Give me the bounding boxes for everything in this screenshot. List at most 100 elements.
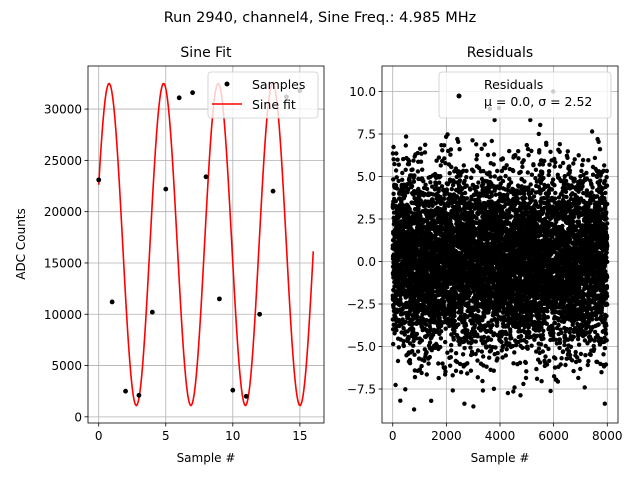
residual-point	[452, 318, 457, 324]
residual-point	[422, 150, 428, 155]
residual-point	[407, 311, 412, 317]
residual-point	[411, 179, 417, 184]
residual-point	[517, 360, 523, 365]
sine-fit-ytick-label: 20000	[44, 205, 82, 219]
residual-point	[423, 322, 429, 327]
residual-point	[522, 179, 527, 184]
sample-point	[136, 392, 142, 398]
residual-point	[468, 187, 473, 192]
residual-point	[406, 336, 411, 341]
residual-point	[406, 187, 411, 192]
residual-point	[410, 348, 415, 354]
sine-fit-ytick-label: 10000	[44, 308, 82, 322]
residual-point	[411, 158, 416, 163]
residual-point	[449, 342, 454, 348]
residual-point	[465, 361, 470, 366]
residual-point	[515, 196, 520, 201]
residual-point	[504, 163, 509, 168]
residual-point	[418, 159, 424, 164]
residual-point	[471, 169, 476, 174]
residual-point	[424, 350, 429, 355]
sine-fit-xtick-label: 0	[95, 429, 103, 443]
residual-point	[401, 156, 406, 162]
residual-point	[468, 345, 473, 350]
residual-point	[462, 190, 468, 196]
sine-fit-axes: Sine Fit Sample # ADC Counts 0 5 10 1505000…	[14, 45, 325, 465]
residual-point	[415, 169, 421, 174]
residual-point	[488, 337, 494, 342]
residual-point	[423, 182, 428, 187]
residual-point	[448, 147, 454, 152]
residual-point	[479, 349, 484, 354]
residual-point	[449, 164, 454, 170]
residual-point	[518, 393, 523, 398]
residual-point	[401, 343, 406, 349]
residual-point	[414, 331, 420, 337]
residual-point	[438, 344, 443, 350]
sample-point	[270, 188, 276, 194]
sine-fit-xtick-label: 5	[162, 429, 170, 443]
residual-point	[407, 341, 413, 346]
sample-point	[176, 95, 182, 101]
residual-point	[394, 175, 399, 180]
residual-point	[457, 178, 463, 183]
residual-point	[463, 323, 469, 328]
residual-point	[482, 142, 487, 147]
residual-point	[392, 161, 397, 167]
residual-point	[396, 178, 401, 184]
residual-point	[428, 180, 433, 185]
residual-point	[424, 333, 430, 338]
residual-point	[391, 341, 396, 347]
residual-point	[481, 354, 486, 359]
residual-point	[440, 148, 445, 153]
residual-point	[428, 326, 433, 332]
residual-point	[406, 159, 412, 164]
residual-point	[469, 311, 475, 317]
residual-point	[516, 149, 521, 154]
sine-fit-ytick-label: 30000	[44, 103, 82, 117]
residual-point	[415, 150, 420, 156]
residual-point	[464, 168, 469, 174]
residual-point	[475, 358, 480, 363]
residual-point	[511, 389, 516, 394]
residual-point	[443, 339, 448, 345]
residual-point	[407, 206, 412, 212]
residual-point	[445, 350, 450, 355]
residual-point	[457, 147, 462, 152]
residual-point	[505, 192, 510, 197]
residual-point	[450, 373, 455, 378]
residual-point	[474, 153, 480, 158]
residual-point	[420, 167, 425, 172]
residual-point	[475, 334, 480, 339]
residual-point	[396, 162, 401, 167]
residual-point	[403, 387, 408, 392]
residual-point	[442, 206, 448, 211]
sine-fit-ytick-label: 25000	[44, 154, 82, 168]
residual-point	[487, 355, 492, 360]
residual-point	[491, 162, 496, 167]
residual-point	[474, 157, 479, 162]
residual-point	[415, 349, 421, 354]
residual-point	[416, 206, 421, 211]
residual-point	[495, 356, 500, 361]
residual-point	[449, 348, 454, 353]
residual-point	[479, 146, 484, 151]
residual-point	[399, 312, 405, 317]
residual-point	[474, 215, 479, 221]
sine-fit-xtick-label: 15	[292, 429, 307, 443]
residual-point	[411, 407, 417, 412]
residual-point	[414, 321, 419, 326]
residual-point	[505, 390, 511, 396]
residual-point	[412, 173, 417, 178]
residual-point	[403, 319, 408, 324]
residual-point	[445, 132, 450, 137]
residual-point	[419, 338, 425, 343]
residual-point	[412, 352, 417, 357]
residual-point	[456, 322, 461, 327]
residual-point	[470, 210, 475, 215]
residual-point	[509, 336, 514, 341]
residual-point	[469, 175, 474, 180]
residual-point	[391, 191, 396, 196]
residual-point	[436, 375, 441, 381]
